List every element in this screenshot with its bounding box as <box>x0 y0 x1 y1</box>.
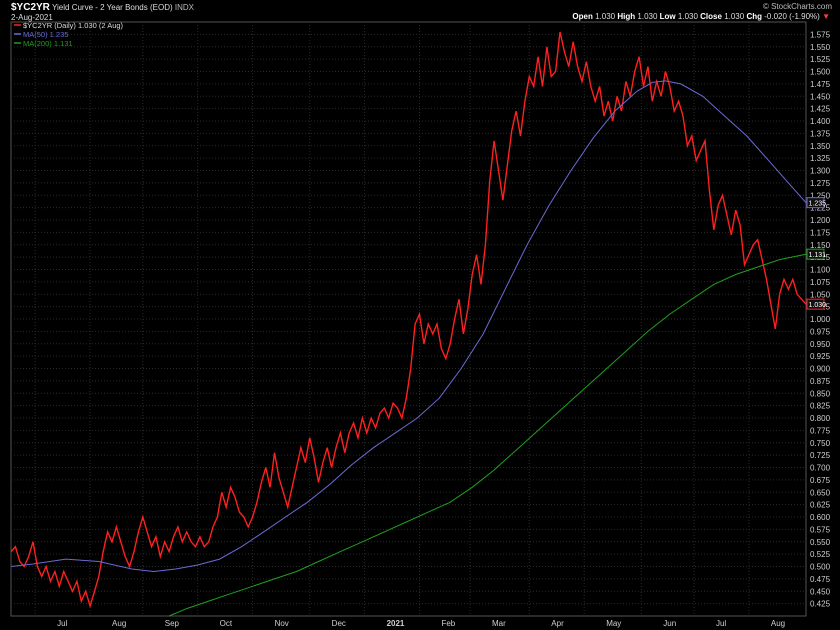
y-tick-label: 1.375 <box>810 129 831 138</box>
y-tick-label: 0.725 <box>810 451 831 460</box>
chart-header: $YC2YR Yield Curve - 2 Year Bonds (EOD) … <box>11 2 194 13</box>
chg-value: -0.020 (-1.90%) <box>764 12 820 21</box>
chg-down-icon: ▼ <box>822 12 830 21</box>
y-tick-label: 1.175 <box>810 228 831 237</box>
legend-entry: MA(50) 1.235 <box>23 30 68 39</box>
y-tick-label: 1.400 <box>810 117 831 126</box>
y-tick-label: 0.500 <box>810 563 831 572</box>
y-tick-label: 0.450 <box>810 587 831 596</box>
close-value: 1.030 <box>724 12 745 21</box>
y-tick-label: 1.250 <box>810 191 831 200</box>
x-tick-label: Aug <box>771 619 785 628</box>
y-tick-label: 0.750 <box>810 439 831 448</box>
y-tick-label: 0.625 <box>810 501 831 510</box>
ma200-last-tag <box>806 248 825 260</box>
y-tick-label: 0.850 <box>810 389 831 398</box>
y-tick-label: 1.325 <box>810 154 831 163</box>
open-value: 1.030 <box>595 12 616 21</box>
y-tick-label: 0.700 <box>810 464 831 473</box>
y-tick-label: 1.575 <box>810 30 831 39</box>
y-tick-label: 0.475 <box>810 575 831 584</box>
y-tick-label: 1.275 <box>810 179 831 188</box>
ma50-last-tag <box>806 197 825 209</box>
x-tick-label: 2021 <box>387 619 405 628</box>
y-tick-label: 1.300 <box>810 167 831 176</box>
credit-label: © StockCharts.com <box>762 2 832 11</box>
y-tick-label: 0.925 <box>810 352 831 361</box>
y-tick-label: 0.550 <box>810 538 831 547</box>
legend-entry: MA(200) 1.131 <box>23 39 73 48</box>
y-tick-label: 0.650 <box>810 488 831 497</box>
x-tick-label: Apr <box>551 619 564 628</box>
x-tick-label: Mar <box>492 619 506 628</box>
y-tick-label: 1.450 <box>810 92 831 101</box>
x-tick-label: Oct <box>220 619 233 628</box>
ma50-series-line <box>10 80 807 573</box>
x-tick-label: Aug <box>112 619 126 628</box>
chart-date: 2-Aug-2021 <box>11 13 53 22</box>
x-tick-label: Jul <box>57 619 67 628</box>
x-tick-label: May <box>606 619 621 628</box>
y-tick-label: 0.575 <box>810 525 831 534</box>
y-tick-label: 0.675 <box>810 476 831 485</box>
price-last-tag-label: 1.030 <box>809 302 827 309</box>
y-tick-label: 1.475 <box>810 80 831 89</box>
y-tick-label: 1.350 <box>810 142 831 151</box>
y-tick-label: 0.875 <box>810 377 831 386</box>
exchange-label: INDX <box>174 3 194 12</box>
quote-summary: Open 1.030 High 1.030 Low 1.030 Close 1.… <box>572 12 830 21</box>
y-tick-label: 0.525 <box>810 550 831 559</box>
x-tick-label: Jun <box>663 619 676 628</box>
ma200-last-tag-label: 1.131 <box>809 252 827 259</box>
ma200-series-line <box>168 253 807 617</box>
open-label: Open <box>572 12 593 21</box>
y-tick-label: 1.000 <box>810 315 831 324</box>
y-tick-label: 0.800 <box>810 414 831 423</box>
x-tick-label: Dec <box>332 619 346 628</box>
chart-title: Yield Curve - 2 Year Bonds (EOD) <box>51 3 173 12</box>
high-label: High <box>617 12 636 21</box>
close-label: Close <box>700 12 722 21</box>
price-series-line <box>10 31 807 609</box>
low-value: 1.030 <box>677 12 698 21</box>
y-tick-label: 0.775 <box>810 426 831 435</box>
legend-entry: $YC2YR (Daily) 1.030 (2 Aug) <box>23 21 124 30</box>
x-tick-label: Jul <box>716 619 726 628</box>
y-tick-label: 1.550 <box>810 43 831 52</box>
price-last-tag <box>806 298 825 310</box>
x-tick-label: Sep <box>165 619 180 628</box>
ma50-last-tag-label: 1.235 <box>809 201 827 208</box>
y-tick-label: 1.050 <box>810 290 831 299</box>
y-tick-label: 0.600 <box>810 513 831 522</box>
high-value: 1.030 <box>637 12 658 21</box>
y-tick-label: 0.425 <box>810 600 831 609</box>
y-tick-label: 1.425 <box>810 105 831 114</box>
y-tick-label: 0.900 <box>810 365 831 374</box>
y-tick-label: 0.975 <box>810 327 831 336</box>
y-tick-label: 0.825 <box>810 402 831 411</box>
low-label: Low <box>659 12 676 21</box>
y-tick-label: 1.075 <box>810 278 831 287</box>
y-tick-label: 1.150 <box>810 241 831 250</box>
y-tick-label: 1.100 <box>810 266 831 275</box>
x-tick-label: Feb <box>441 619 455 628</box>
ticker-symbol: $YC2YR <box>11 2 50 13</box>
y-tick-label: 0.950 <box>810 340 831 349</box>
y-tick-label: 1.500 <box>810 68 831 77</box>
y-tick-label: 1.200 <box>810 216 831 225</box>
chg-label: Chg <box>746 12 763 21</box>
x-tick-label: Nov <box>275 619 289 628</box>
y-tick-label: 1.525 <box>810 55 831 64</box>
